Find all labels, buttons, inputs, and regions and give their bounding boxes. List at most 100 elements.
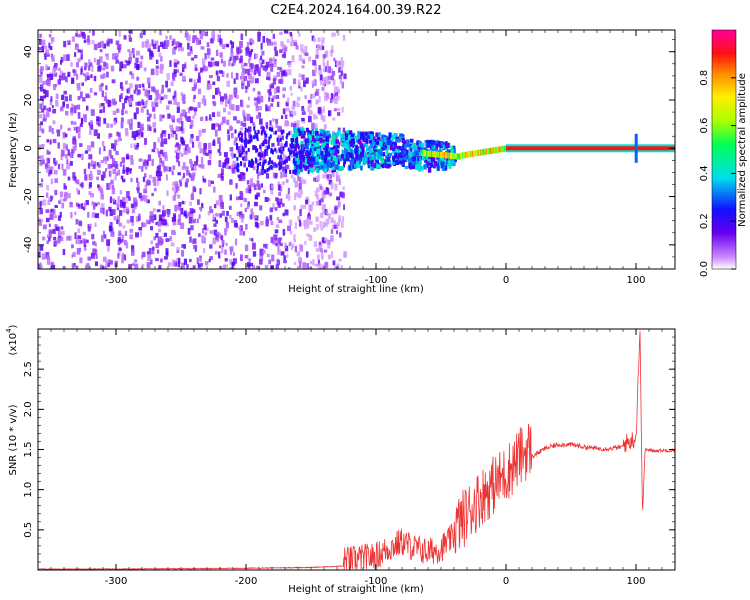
- spectrogram-cell: [341, 193, 345, 198]
- spectrogram-cell: [229, 246, 234, 251]
- spectrogram-cell: [174, 205, 178, 211]
- spectrogram-cell: [404, 143, 407, 150]
- spectrogram-cell: [49, 139, 52, 145]
- spectrogram-cell: [117, 237, 121, 241]
- spectrogram-cell: [336, 159, 340, 165]
- spectrogram-cell: [333, 220, 336, 225]
- spectrogram-cell: [70, 211, 73, 219]
- spectrogram-cell: [192, 238, 197, 244]
- spectrogram-cell: [194, 54, 198, 59]
- spectrogram-cell: [291, 55, 295, 63]
- spectrogram-cell: [163, 94, 168, 99]
- spectrogram-cell: [274, 147, 277, 152]
- spectrogram-cell: [94, 222, 97, 228]
- x-tick-label: 0: [503, 275, 509, 286]
- spectrogram-cell: [302, 60, 306, 64]
- spectrogram-cell: [410, 145, 415, 149]
- spectrogram-cell: [276, 137, 279, 142]
- spectrogram-cell: [198, 76, 201, 83]
- spectrogram-cell: [193, 107, 198, 112]
- spectrogram-cell: [248, 139, 251, 144]
- spectrogram-cell: [261, 59, 265, 64]
- spectrogram-cell: [259, 255, 264, 261]
- spectrogram-cell: [153, 214, 157, 221]
- spectrogram-cell: [166, 72, 170, 80]
- spectrogram-cell: [285, 121, 290, 127]
- spectrogram-cell: [272, 33, 276, 39]
- spectrogram-cell: [374, 151, 379, 157]
- spectrogram-cell: [107, 164, 111, 169]
- spectrogram-cell: [110, 123, 113, 128]
- spectrogram-cell: [224, 249, 227, 255]
- spectrogram-cell: [43, 45, 48, 50]
- spectrogram-cell: [336, 86, 339, 91]
- spectrogram-cell: [295, 152, 298, 157]
- spectrogram-cell: [278, 192, 282, 197]
- spectrogram-cell: [198, 214, 201, 219]
- spectrogram-cell: [41, 99, 45, 106]
- spectrogram-cell: [124, 127, 129, 135]
- spectrogram-cell: [294, 144, 297, 149]
- spectrogram-cell: [287, 68, 292, 76]
- spectrogram-cell: [77, 58, 81, 63]
- spectrogram-cell: [259, 205, 263, 211]
- spectrogram-cell: [262, 35, 266, 43]
- spectrogram-cell: [77, 112, 81, 119]
- spectrogram-cell: [256, 164, 259, 169]
- spectrogram-cell: [358, 161, 361, 168]
- spectrogram-cell: [166, 105, 170, 110]
- spectrogram-cell: [218, 245, 222, 249]
- spectrogram-cell: [54, 162, 57, 166]
- spectrogram-cell: [112, 168, 117, 175]
- spectrogram-cell: [316, 148, 321, 154]
- spectrogram-cell: [85, 199, 89, 206]
- spectrogram-cell: [100, 74, 104, 79]
- spectrogram-cell: [432, 156, 436, 163]
- spectrogram-cell: [98, 84, 103, 92]
- spectrogram-cell: [165, 174, 168, 181]
- spectrogram-cell: [223, 93, 227, 100]
- spectrogram-cell: [139, 32, 143, 39]
- spectrogram-cell: [290, 137, 293, 142]
- spectrogram-cell: [150, 226, 153, 231]
- spectrogram-cell: [149, 55, 153, 60]
- spectrogram-cell: [54, 204, 58, 209]
- spectrogram-cell: [189, 158, 193, 165]
- spectrogram-cell: [272, 56, 275, 61]
- spectrogram-cell: [241, 137, 244, 142]
- spectrogram-cell: [217, 124, 222, 131]
- spectrogram-cell: [430, 162, 433, 168]
- spectrogram-cell: [121, 254, 124, 262]
- spectrogram-cell: [268, 197, 271, 202]
- spectrogram-cell: [335, 145, 338, 151]
- spectrogram-cell: [322, 106, 325, 113]
- spectrogram-cell: [120, 175, 124, 180]
- spectrogram-cell: [174, 190, 177, 197]
- spectrogram-cell: [184, 144, 189, 151]
- spectrogram-cell: [302, 134, 306, 139]
- spectrogram-cell: [68, 94, 72, 102]
- spectrogram-cell: [293, 110, 297, 116]
- spectrogram-cell: [440, 155, 444, 161]
- spectrogram-cell: [197, 88, 202, 95]
- spectrogram-cell: [281, 135, 284, 141]
- spectrogram-cell: [226, 80, 230, 88]
- spectrogram-cell: [301, 134, 304, 139]
- spectrogram-cell: [218, 142, 221, 150]
- spectrogram-cell: [269, 164, 272, 169]
- spectrogram-cell: [442, 144, 445, 150]
- spectrogram-cell: [58, 75, 63, 81]
- spectrogram-cell: [160, 141, 164, 147]
- spectrogram-cell: [254, 78, 259, 84]
- spectrogram-cell: [256, 69, 259, 74]
- spectrogram-cell: [182, 172, 185, 178]
- spectrogram-cell: [163, 151, 168, 159]
- spectrogram-cell: [299, 155, 302, 160]
- spectrogram-cell: [310, 93, 313, 100]
- spectrogram-cell: [257, 129, 260, 134]
- spectrogram-cell: [159, 236, 163, 241]
- spectrogram-cell: [180, 47, 184, 52]
- spectrogram-cell: [422, 156, 425, 161]
- spectrogram-cell: [308, 109, 313, 115]
- spectrogram-cell: [159, 56, 163, 62]
